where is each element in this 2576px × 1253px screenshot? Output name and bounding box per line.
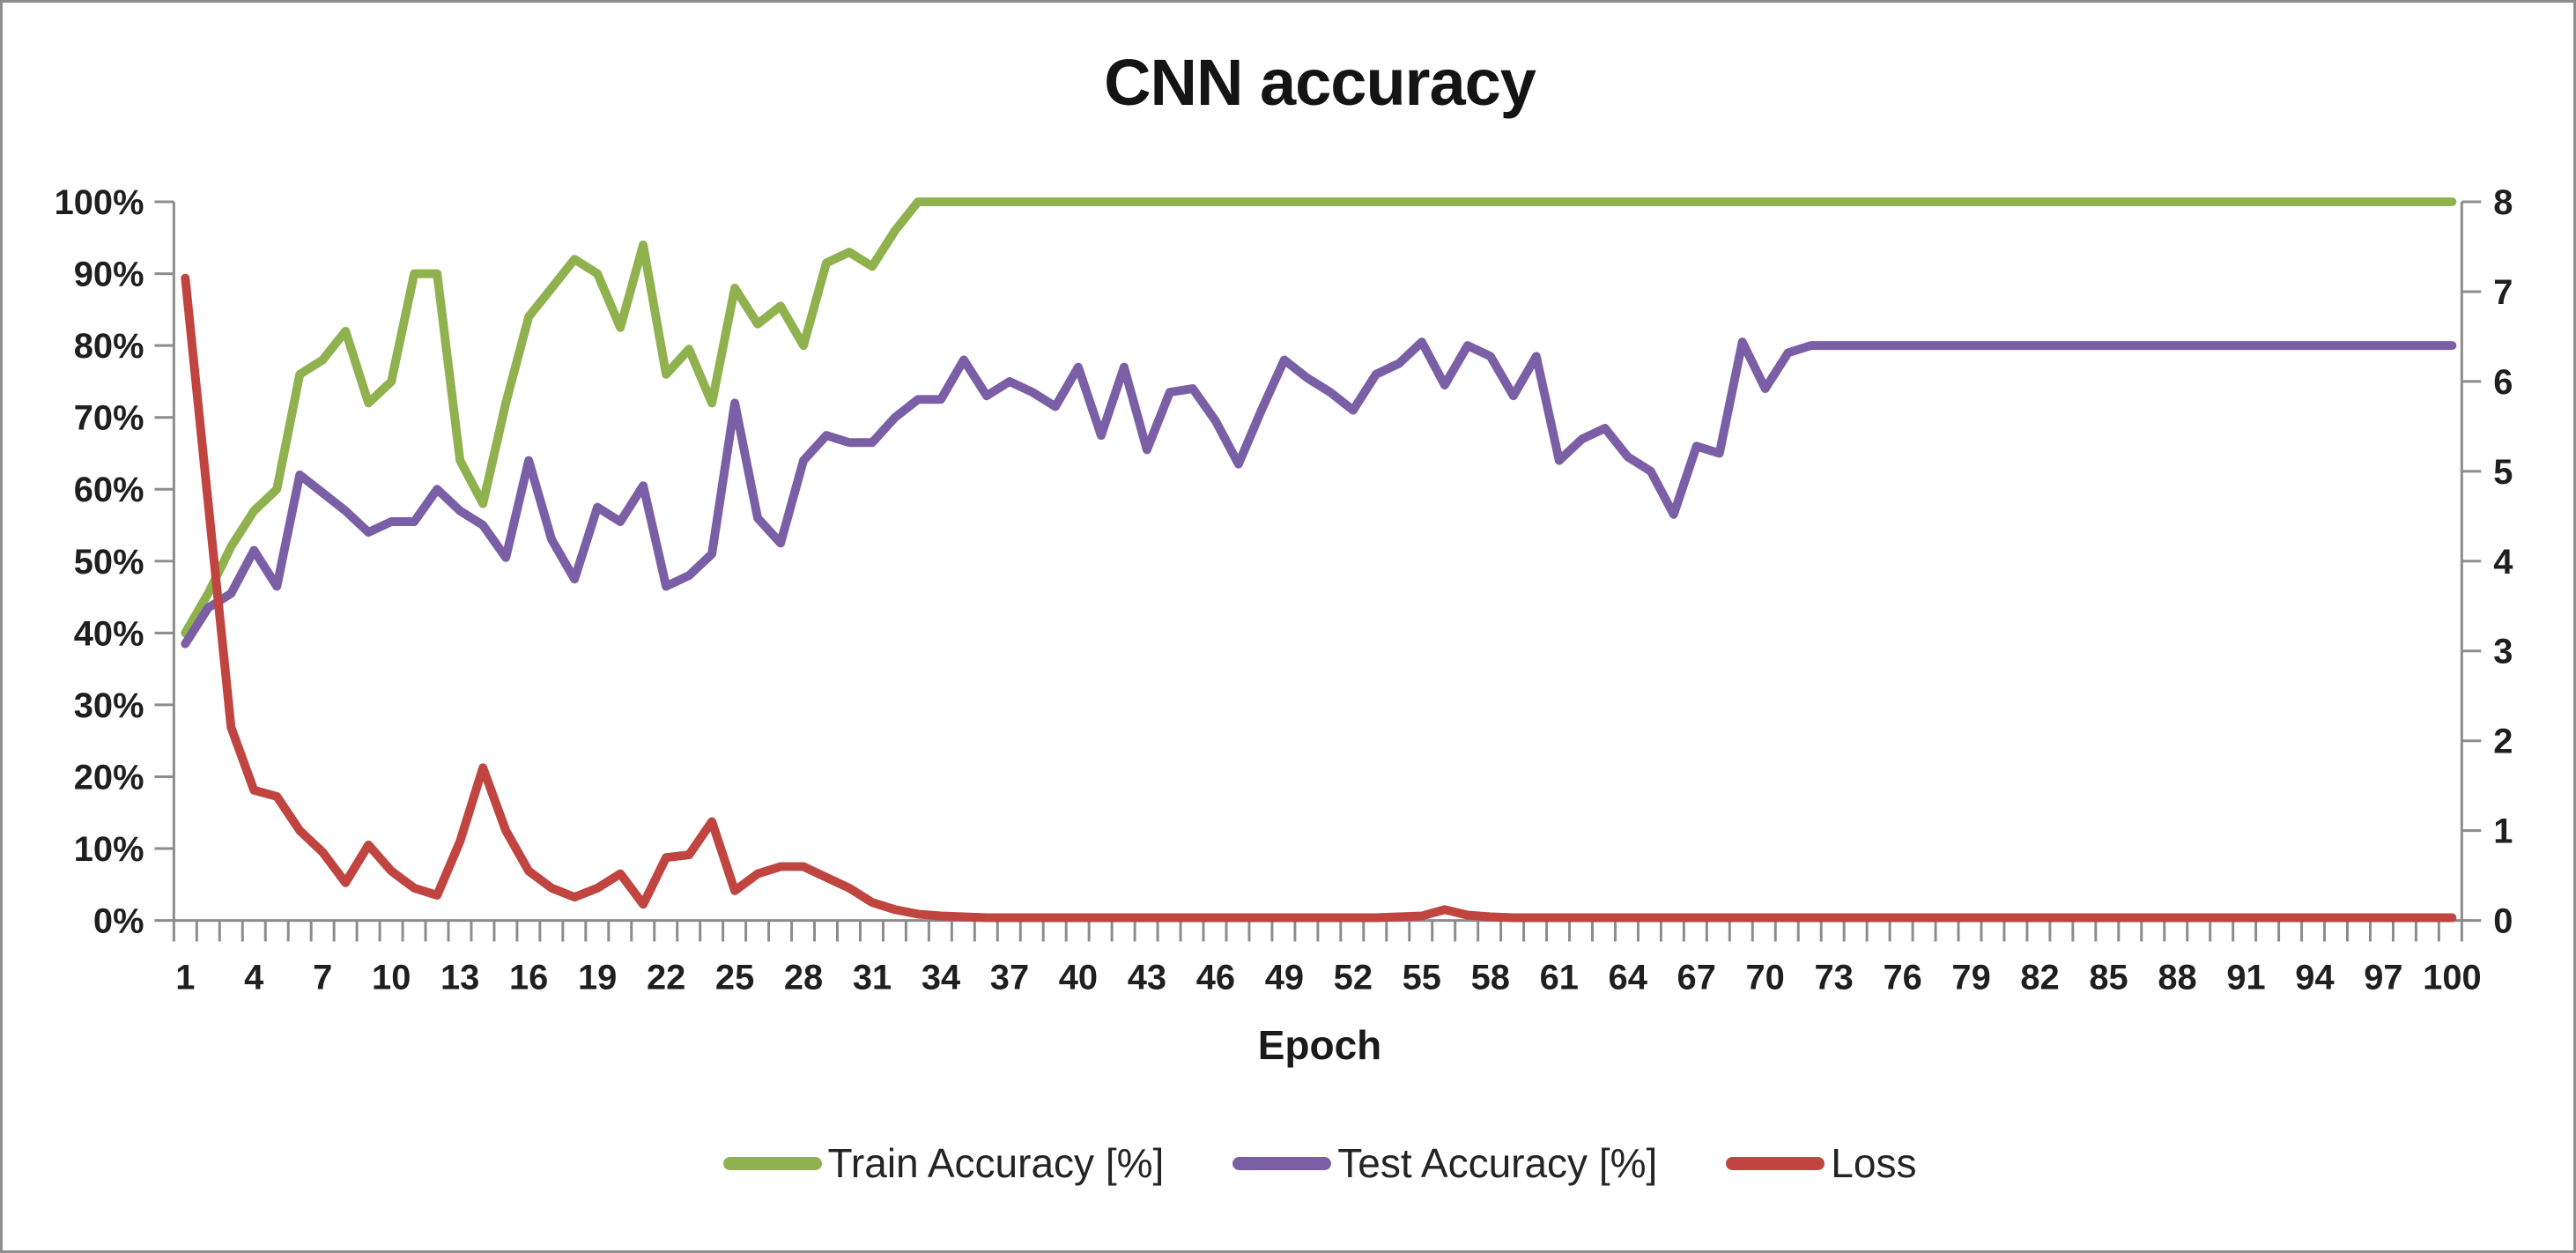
legend-label-loss: Loss [1831, 1140, 1917, 1186]
x-axis-tick-label: 16 [509, 958, 548, 997]
x-axis-tick-label: 37 [990, 958, 1029, 997]
test-accuracy-line [181, 337, 2457, 649]
left-axis-tick-label: 0% [93, 902, 144, 941]
plot-area: 100%90%80%70%60%50%40%30%20%10%0%8765432… [55, 183, 2513, 997]
x-axis-tick-label: 85 [2089, 958, 2128, 997]
x-axis-tick-label: 10 [372, 958, 411, 997]
legend: Train Accuracy [%] Test Accuracy [%] Los… [170, 1139, 2469, 1187]
x-axis-title: Epoch [1257, 1022, 1382, 1068]
x-axis-tick-label: 49 [1265, 958, 1304, 997]
left-axis-tick-label: 40% [74, 614, 144, 653]
train-series-swatch-icon [722, 1156, 822, 1170]
x-axis-tick-label: 76 [1883, 958, 1921, 997]
legend-item-test: Test Accuracy [%] [1232, 1139, 1657, 1187]
x-axis-tick-label: 22 [647, 958, 685, 997]
right-axis-tick-label: 2 [2493, 723, 2513, 761]
x-axis-tick-label: 61 [1540, 958, 1579, 997]
x-axis-tick-label: 34 [922, 958, 960, 997]
left-axis-tick-label: 30% [74, 686, 144, 725]
train-accuracy-line [181, 197, 2457, 638]
x-axis-tick-label: 97 [2364, 958, 2402, 997]
left-axis-tick-label: 80% [74, 327, 144, 366]
x-axis-tick-label: 4 [244, 958, 263, 997]
x-axis-tick-label: 79 [1951, 958, 1990, 997]
x-axis-tick-label: 58 [1471, 958, 1510, 997]
x-axis-tick-label: 67 [1677, 958, 1716, 997]
loss-line [181, 273, 2457, 923]
x-axis-tick-label: 64 [1609, 958, 1647, 997]
right-axis-tick-label: 7 [2493, 273, 2513, 312]
x-axis-tick-label: 28 [784, 958, 823, 997]
legend-label-train: Train Accuracy [%] [827, 1140, 1165, 1186]
legend-item-loss: Loss [1726, 1139, 1916, 1187]
left-axis-tick-label: 70% [74, 399, 144, 438]
x-axis-tick-label: 52 [1334, 958, 1373, 997]
right-axis-tick-label: 5 [2493, 453, 2513, 492]
right-axis-tick-label: 8 [2493, 183, 2513, 222]
left-axis-tick-label: 20% [74, 758, 144, 797]
legend-label-test: Test Accuracy [%] [1337, 1140, 1658, 1186]
x-axis-tick-label: 13 [440, 958, 479, 997]
x-axis-tick-label: 82 [2020, 958, 2059, 997]
x-axis-tick-label: 55 [1403, 958, 1441, 997]
x-axis-tick-label: 94 [2295, 958, 2334, 997]
left-axis-tick-label: 60% [74, 471, 144, 509]
x-axis-tick-label: 1 [175, 958, 195, 997]
right-axis-tick-label: 6 [2493, 363, 2513, 402]
x-axis-tick-label: 73 [1814, 958, 1853, 997]
left-axis-tick-label: 100% [55, 183, 144, 222]
legend-item-train: Train Accuracy [%] [722, 1139, 1165, 1187]
x-axis-tick-label: 88 [2158, 958, 2196, 997]
x-axis-tick-label: 43 [1128, 958, 1166, 997]
right-axis-tick-label: 4 [2493, 543, 2513, 582]
right-axis-tick-label: 0 [2493, 902, 2513, 941]
x-axis-tick-label: 46 [1196, 958, 1235, 997]
x-axis-tick-label: 70 [1746, 958, 1785, 997]
x-axis-tick-label: 100 [2423, 958, 2481, 997]
chart-title: CNN accuracy [1104, 46, 1536, 119]
x-axis-tick-label: 25 [715, 958, 754, 997]
x-axis-tick-label: 91 [2226, 958, 2265, 997]
x-axis-tick-label: 19 [578, 958, 617, 997]
x-axis-tick-label: 31 [853, 958, 892, 997]
left-axis-tick-label: 90% [74, 256, 144, 294]
loss-series-swatch-icon [1726, 1156, 1825, 1170]
right-axis-tick-label: 3 [2493, 633, 2513, 671]
right-axis-tick-label: 1 [2493, 812, 2513, 851]
left-axis-tick-label: 10% [74, 830, 144, 869]
test-series-swatch-icon [1232, 1156, 1332, 1170]
x-axis-tick-label: 40 [1059, 958, 1098, 997]
x-axis-tick-label: 7 [313, 958, 332, 997]
left-axis-tick-label: 50% [74, 543, 144, 582]
